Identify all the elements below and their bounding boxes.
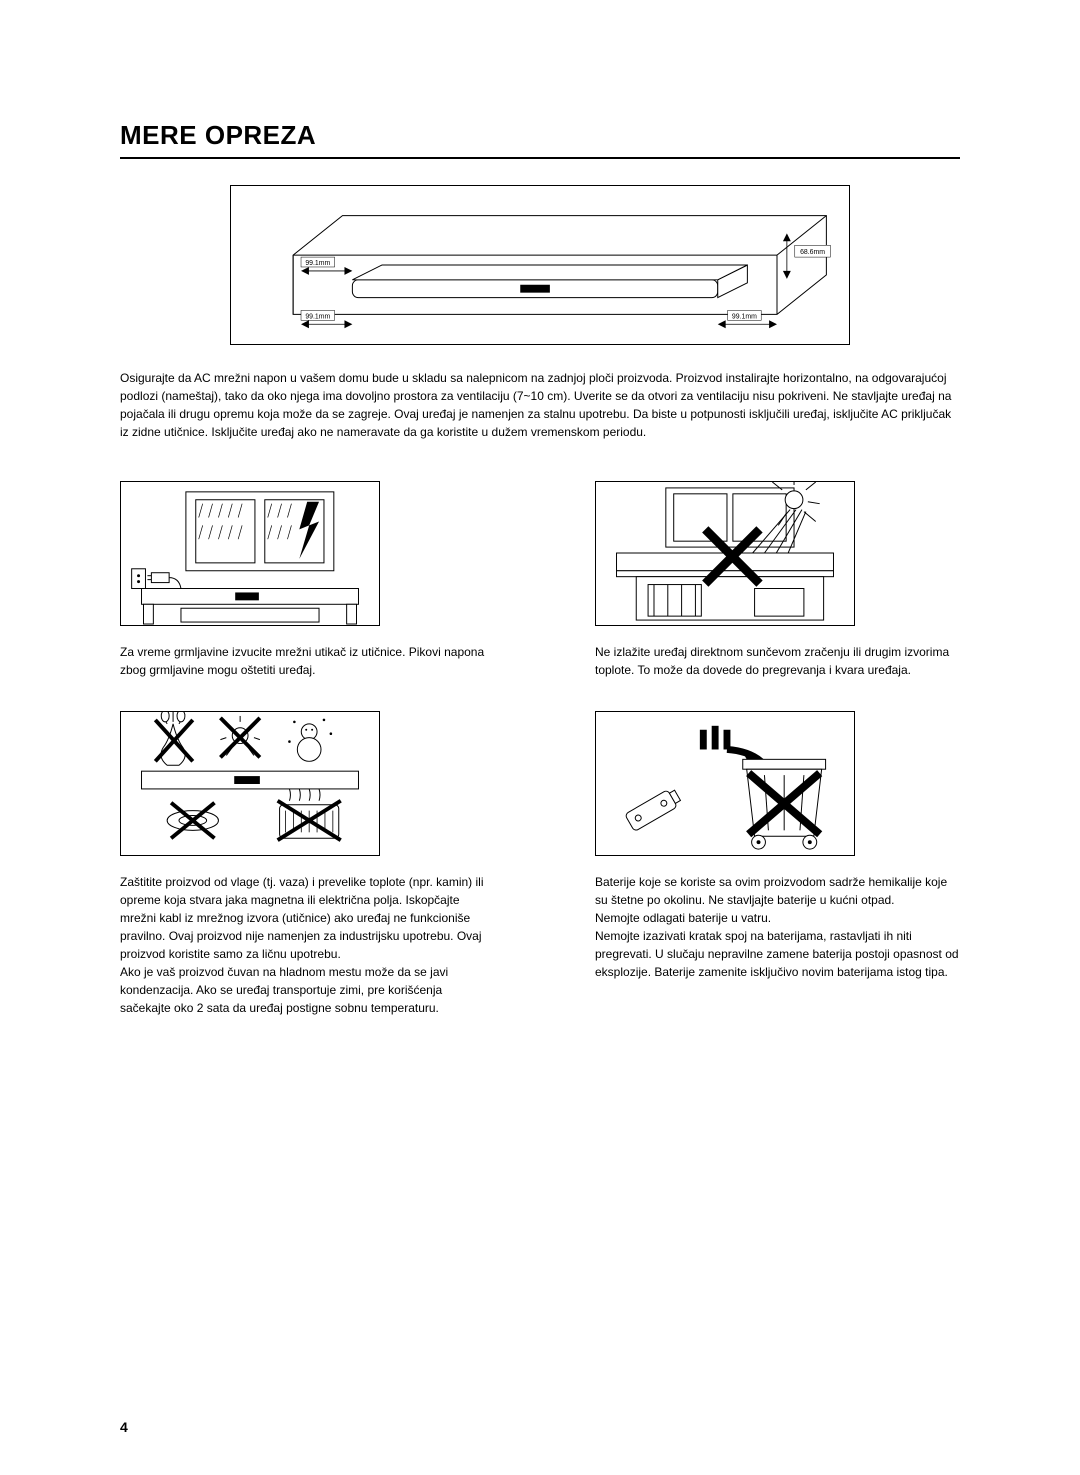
precaution-text: Ne izlažite uređaj direktnom sunčevom zr… [595, 643, 960, 679]
precaution-text: Baterije koje se koriste sa ovim proizvo… [595, 873, 960, 981]
page: MERE OPREZA 68.6mm 99.1mm [0, 0, 1080, 1057]
sunlight-illustration [595, 481, 855, 626]
dim-height-label: 68.6mm [800, 249, 825, 256]
precautions-grid: Za vreme grmljavine izvucite mrežni utik… [120, 481, 960, 1017]
moisture-heat-illustration [120, 711, 380, 856]
main-diagram-container: 68.6mm 99.1mm 99.1mm 99.1mm [120, 185, 960, 345]
precaution-cell: Zaštitite proizvod od vlage (tj. vaza) i… [120, 711, 485, 1017]
intro-paragraph: Osigurajte da AC mrežni napon u vašem do… [120, 369, 960, 441]
page-number: 4 [120, 1419, 128, 1435]
precaution-cell: Baterije koje se koriste sa ovim proizvo… [595, 711, 960, 1017]
precaution-cell: Za vreme grmljavine izvucite mrežni utik… [120, 481, 485, 679]
battery-disposal-illustration [595, 711, 855, 856]
page-title: MERE OPREZA [120, 120, 960, 159]
precaution-cell: Ne izlažite uređaj direktnom sunčevom zr… [595, 481, 960, 679]
precaution-text: Za vreme grmljavine izvucite mrežni utik… [120, 643, 485, 679]
ventilation-clearance-diagram: 68.6mm 99.1mm 99.1mm 99.1mm [230, 185, 850, 345]
dim-br-label: 99.1mm [732, 313, 757, 320]
dim-top-label: 99.1mm [305, 260, 330, 267]
thunderstorm-illustration [120, 481, 380, 626]
dim-bl-label: 99.1mm [305, 313, 330, 320]
precaution-text: Zaštitite proizvod od vlage (tj. vaza) i… [120, 873, 485, 1017]
